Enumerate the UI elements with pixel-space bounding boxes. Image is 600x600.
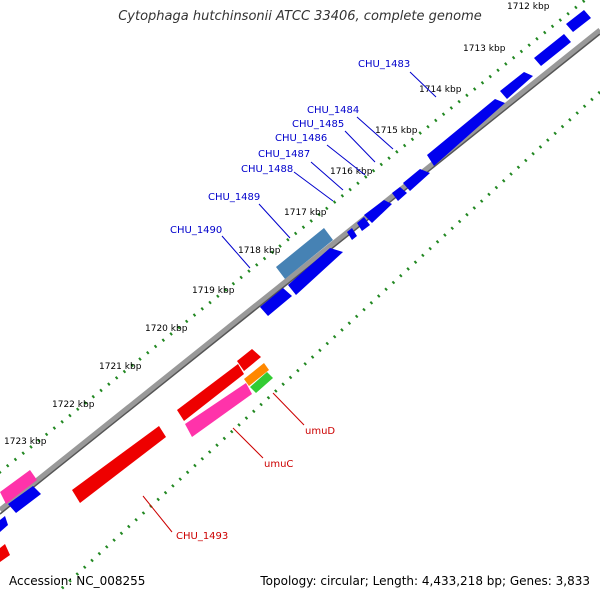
gene-label: umuD xyxy=(305,426,335,437)
gene-label: CHU_1485 xyxy=(292,119,344,130)
gene-label: CHU_1490 xyxy=(170,225,222,236)
forward-genes xyxy=(0,10,591,532)
forward-leader-lines xyxy=(221,71,437,269)
gene-label: CHU_1493 xyxy=(176,531,228,542)
gene-arrow[interactable] xyxy=(0,544,10,562)
genome-backbone-shadow xyxy=(0,33,600,515)
kbp-tick-label: 1721 kbp xyxy=(99,362,142,372)
gene-arrow[interactable] xyxy=(364,200,392,223)
gene-label: CHU_1488 xyxy=(241,164,293,175)
gene-arrow[interactable] xyxy=(347,228,357,240)
forward-tick-ring xyxy=(0,0,588,474)
topology-label: Topology: circular; Length: 4,433,218 bp… xyxy=(260,574,590,588)
gene-label: CHU_1489 xyxy=(208,192,260,203)
reverse-leader-lines xyxy=(142,392,305,533)
kbp-tick-label: 1716 kbp xyxy=(330,167,373,177)
kbp-tick-label: 1717 kbp xyxy=(284,208,327,218)
kbp-tick-label: 1718 kbp xyxy=(238,246,281,256)
kbp-tick-label: 1715 kbp xyxy=(375,126,418,136)
gene-arrow[interactable] xyxy=(260,288,292,316)
gene-selected-box[interactable] xyxy=(276,228,333,279)
gene-label: CHU_1483 xyxy=(358,59,410,70)
gene-arrow[interactable] xyxy=(534,34,571,66)
gene-arrow[interactable] xyxy=(403,169,430,191)
accession-label: Accession: NC_008255 xyxy=(9,574,146,588)
kbp-tick-label: 1713 kbp xyxy=(463,44,506,54)
gene-label: CHU_1484 xyxy=(307,105,359,116)
gene-arrow[interactable] xyxy=(357,217,370,231)
gene-arrow[interactable] xyxy=(244,363,269,386)
reverse-genes xyxy=(0,349,273,562)
gene-arrow[interactable] xyxy=(0,470,37,504)
kbp-tick-label: 1714 kbp xyxy=(419,85,462,95)
gene-label: CHU_1487 xyxy=(258,149,310,160)
kbp-tick-label: 1723 kbp xyxy=(4,437,47,447)
kbp-tick-label: 1722 kbp xyxy=(52,400,95,410)
gene-arrow[interactable] xyxy=(250,372,273,393)
kbp-tick-label: 1720 kbp xyxy=(145,324,188,334)
gene-arrow[interactable] xyxy=(500,72,533,99)
gene-arrow[interactable] xyxy=(288,248,343,295)
gene-arrow[interactable] xyxy=(427,99,505,166)
gene-arrow[interactable] xyxy=(8,486,41,513)
gene-arrow[interactable] xyxy=(0,516,8,532)
gene-label: umuC xyxy=(264,459,293,470)
gene-arrow[interactable] xyxy=(392,187,407,201)
kbp-tick-label: 1719 kbp xyxy=(192,286,235,296)
genome-backbone xyxy=(0,28,600,512)
gene-arrow[interactable] xyxy=(237,349,261,371)
gene-arrow[interactable] xyxy=(185,383,252,437)
gene-arrow[interactable] xyxy=(177,364,244,421)
gene-arrow[interactable] xyxy=(72,426,166,503)
gene-label: CHU_1486 xyxy=(275,133,327,144)
gene-arrow[interactable] xyxy=(566,10,591,32)
genome-title: Cytophaga hutchinsonii ATCC 33406, compl… xyxy=(118,9,482,24)
kbp-tick-label: 1712 kbp xyxy=(507,2,550,12)
